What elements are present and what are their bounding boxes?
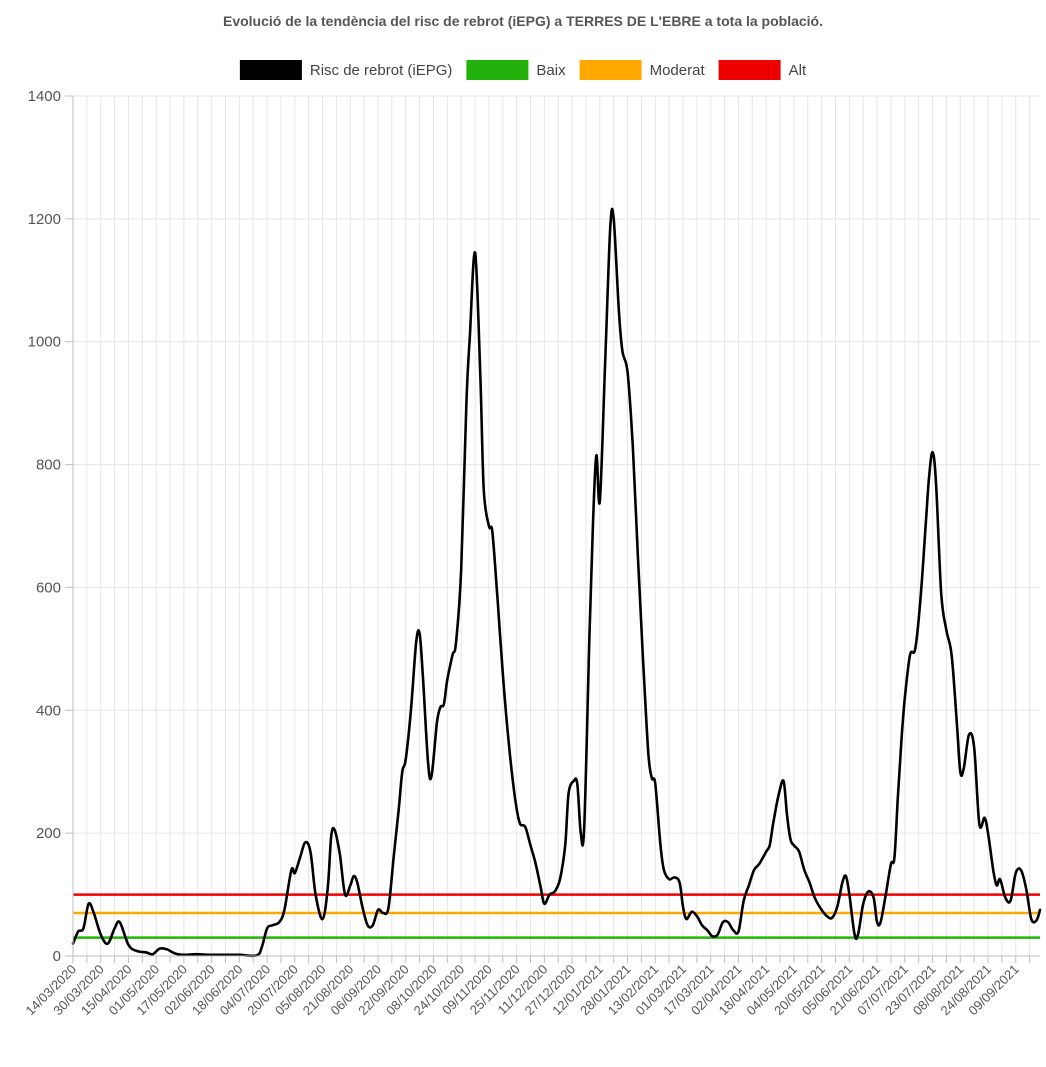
y-gridlines xyxy=(73,95,1040,957)
y-tick-label-3: 600 xyxy=(36,579,61,596)
legend-label-1: Baix xyxy=(536,62,566,79)
legend: Risc de rebrot (iEPG) Baix Moderat Alt xyxy=(239,60,807,80)
y-tick-label-0: 0 xyxy=(53,948,61,965)
x-axis-ticks: 14/03/202030/03/202015/04/202001/05/2020… xyxy=(22,956,1031,1018)
y-tick-label-4: 800 xyxy=(36,457,61,474)
legend-swatch-1[interactable] xyxy=(466,60,529,80)
x-gridlines xyxy=(72,96,1031,956)
series-lines xyxy=(71,207,1042,958)
y-tick-label-6: 1200 xyxy=(28,211,61,228)
y-tick-label-7: 1400 xyxy=(28,88,61,105)
y-tick-label-2: 400 xyxy=(36,702,61,719)
legend-swatch-2[interactable] xyxy=(579,60,642,80)
legend-swatch-3[interactable] xyxy=(718,60,781,80)
y-axis-ticks: 0 200 400 600 800 1000 1200 1400 xyxy=(28,88,73,965)
series-line-iepg xyxy=(71,207,1042,958)
legend-label-0: Risc de rebrot (iEPG) xyxy=(310,62,453,79)
y-tick-label-5: 1000 xyxy=(28,334,61,351)
legend-label-2: Moderat xyxy=(650,62,706,79)
legend-label-3: Alt xyxy=(789,62,807,79)
axes xyxy=(72,96,1040,957)
chart-title: Evolució de la tendència del risc de reb… xyxy=(223,13,823,29)
legend-swatch-0[interactable] xyxy=(239,60,302,80)
y-tick-label-1: 200 xyxy=(36,825,61,842)
threshold-lines xyxy=(73,893,1040,939)
